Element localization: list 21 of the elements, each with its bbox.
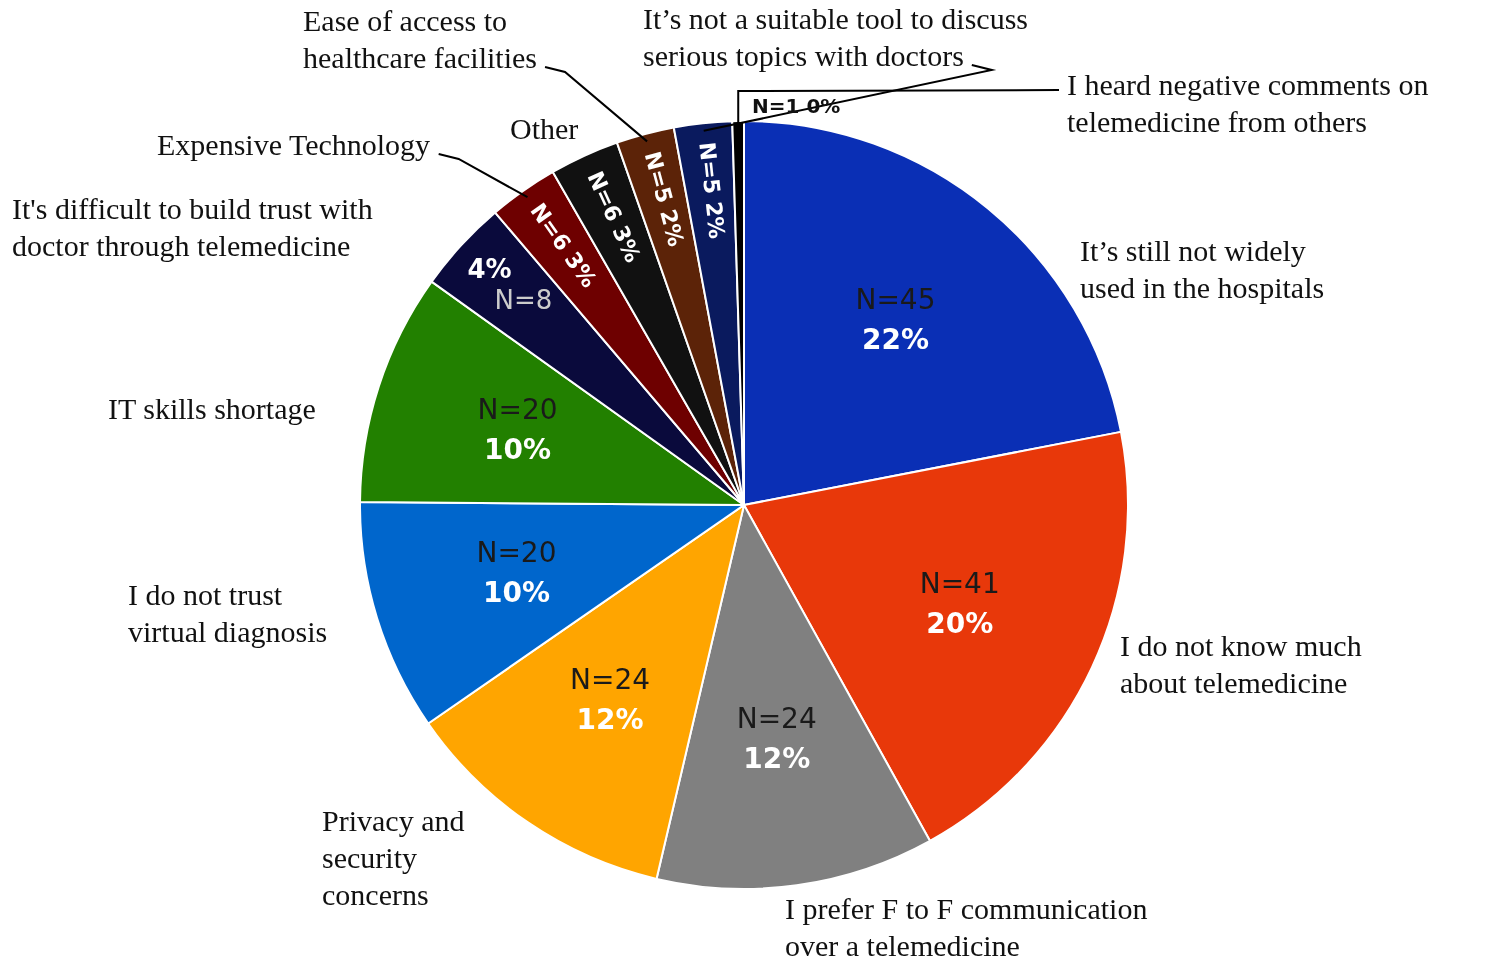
slice-label: I prefer F to F communication over a telemedicine	[785, 891, 1148, 962]
slice-label: It’s not a suitable tool to discuss serious topics with doctors	[643, 1, 1028, 72]
slice-label: I heard negative comments on telemedicine from others	[1067, 67, 1429, 138]
slice-label: Privacy and security concerns	[322, 803, 465, 911]
slice-label: I do not know much about telemedicine	[1120, 628, 1362, 699]
slice-label: It's difficult to build trust with doctor through telemedicine	[12, 191, 373, 262]
slice-label: Other	[510, 111, 579, 145]
data-label: N=45 22%	[855, 282, 936, 356]
slice-label: I do not trust virtual diagnosis	[128, 577, 328, 648]
data-label: N=20 10%	[477, 392, 558, 466]
slice-label: It’s still not widely used in the hospitals	[1080, 233, 1325, 304]
data-label: N=24 12%	[736, 702, 817, 776]
slice-label: Ease of access to healthcare facilities	[303, 3, 538, 74]
data-label: N=5 2%	[694, 140, 730, 241]
data-label: N=20 10%	[476, 536, 557, 610]
slice-label: IT skills shortage	[108, 391, 316, 425]
data-label: N=41 20%	[919, 566, 1000, 640]
data-label: N=8 4%	[467, 253, 553, 316]
data-label: N=24 12%	[570, 663, 651, 737]
slice-label: Expensive Technology	[157, 127, 431, 161]
data-label: N=5 2%	[639, 148, 689, 250]
